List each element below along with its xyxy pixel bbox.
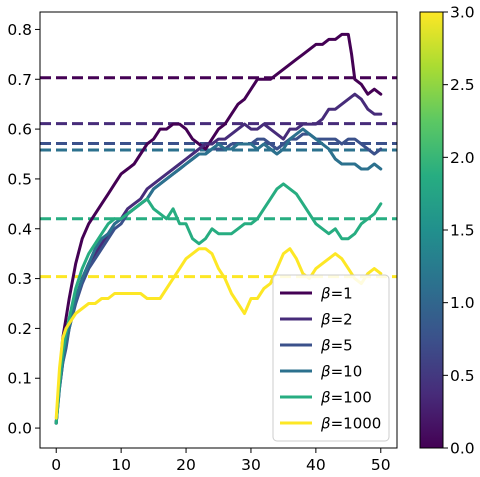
- legend-label-6: β=1000: [320, 415, 381, 433]
- legend-box: [272, 274, 390, 442]
- colorbar-tick-label: 2.0: [450, 149, 475, 167]
- x-tick-label: 0: [51, 456, 61, 474]
- colorbar-tick-label: 0.0: [450, 440, 475, 458]
- plot-frame: [39, 11, 398, 449]
- x-tick-label: 50: [371, 456, 391, 474]
- legend-label-1: β=1: [320, 285, 353, 303]
- series-line-4: [54, 127, 383, 425]
- legend-label-4: β=10: [320, 363, 362, 381]
- colorbar-tick-label: 0.5: [450, 367, 475, 385]
- colorbar-tick-label: 2.5: [450, 76, 475, 94]
- legend-label-5: β=100: [320, 389, 372, 407]
- series-line-2: [54, 92, 383, 425]
- colorbar: 0.0 0.5 1.0 1.5 2.0 2.5 3.0: [419, 4, 475, 458]
- colorbar-tick-label: 3.0: [450, 4, 475, 22]
- x-tick-label: 20: [176, 456, 196, 474]
- y-tick-label: 0.7: [7, 71, 32, 89]
- series-line-5: [54, 182, 383, 425]
- x-tick-label: 40: [306, 456, 326, 474]
- legend: β=1 β=2 β=5 β=10 β=100 β=1000: [272, 274, 390, 442]
- colorbar-gradient: [419, 11, 444, 449]
- colorbar-tick-label: 1.5: [450, 222, 475, 240]
- x-tick-label: 30: [241, 456, 261, 474]
- series-line-6: [54, 247, 383, 420]
- colorbar-tick-label: 1.0: [450, 294, 475, 312]
- y-tick-label: 0.4: [7, 220, 32, 238]
- y-tick-label: 0.2: [7, 320, 32, 338]
- series-lines: [54, 32, 383, 425]
- x-axis: 0 10 20 30 40 50: [51, 448, 391, 474]
- y-tick-label: 0.5: [7, 170, 32, 188]
- y-tick-label: 0.1: [7, 370, 32, 388]
- y-axis: 0.0 0.1 0.2 0.3 0.4 0.5 0.6 0.7 0.8: [7, 21, 40, 438]
- y-tick-label: 0.0: [7, 420, 32, 438]
- series-line-1: [54, 32, 383, 425]
- y-tick-label: 0.8: [7, 21, 32, 39]
- y-tick-label: 0.6: [7, 121, 32, 139]
- legend-label-3: β=5: [320, 337, 353, 355]
- y-tick-label: 0.3: [7, 270, 32, 288]
- x-tick-label: 10: [111, 456, 131, 474]
- legend-label-2: β=2: [320, 311, 353, 329]
